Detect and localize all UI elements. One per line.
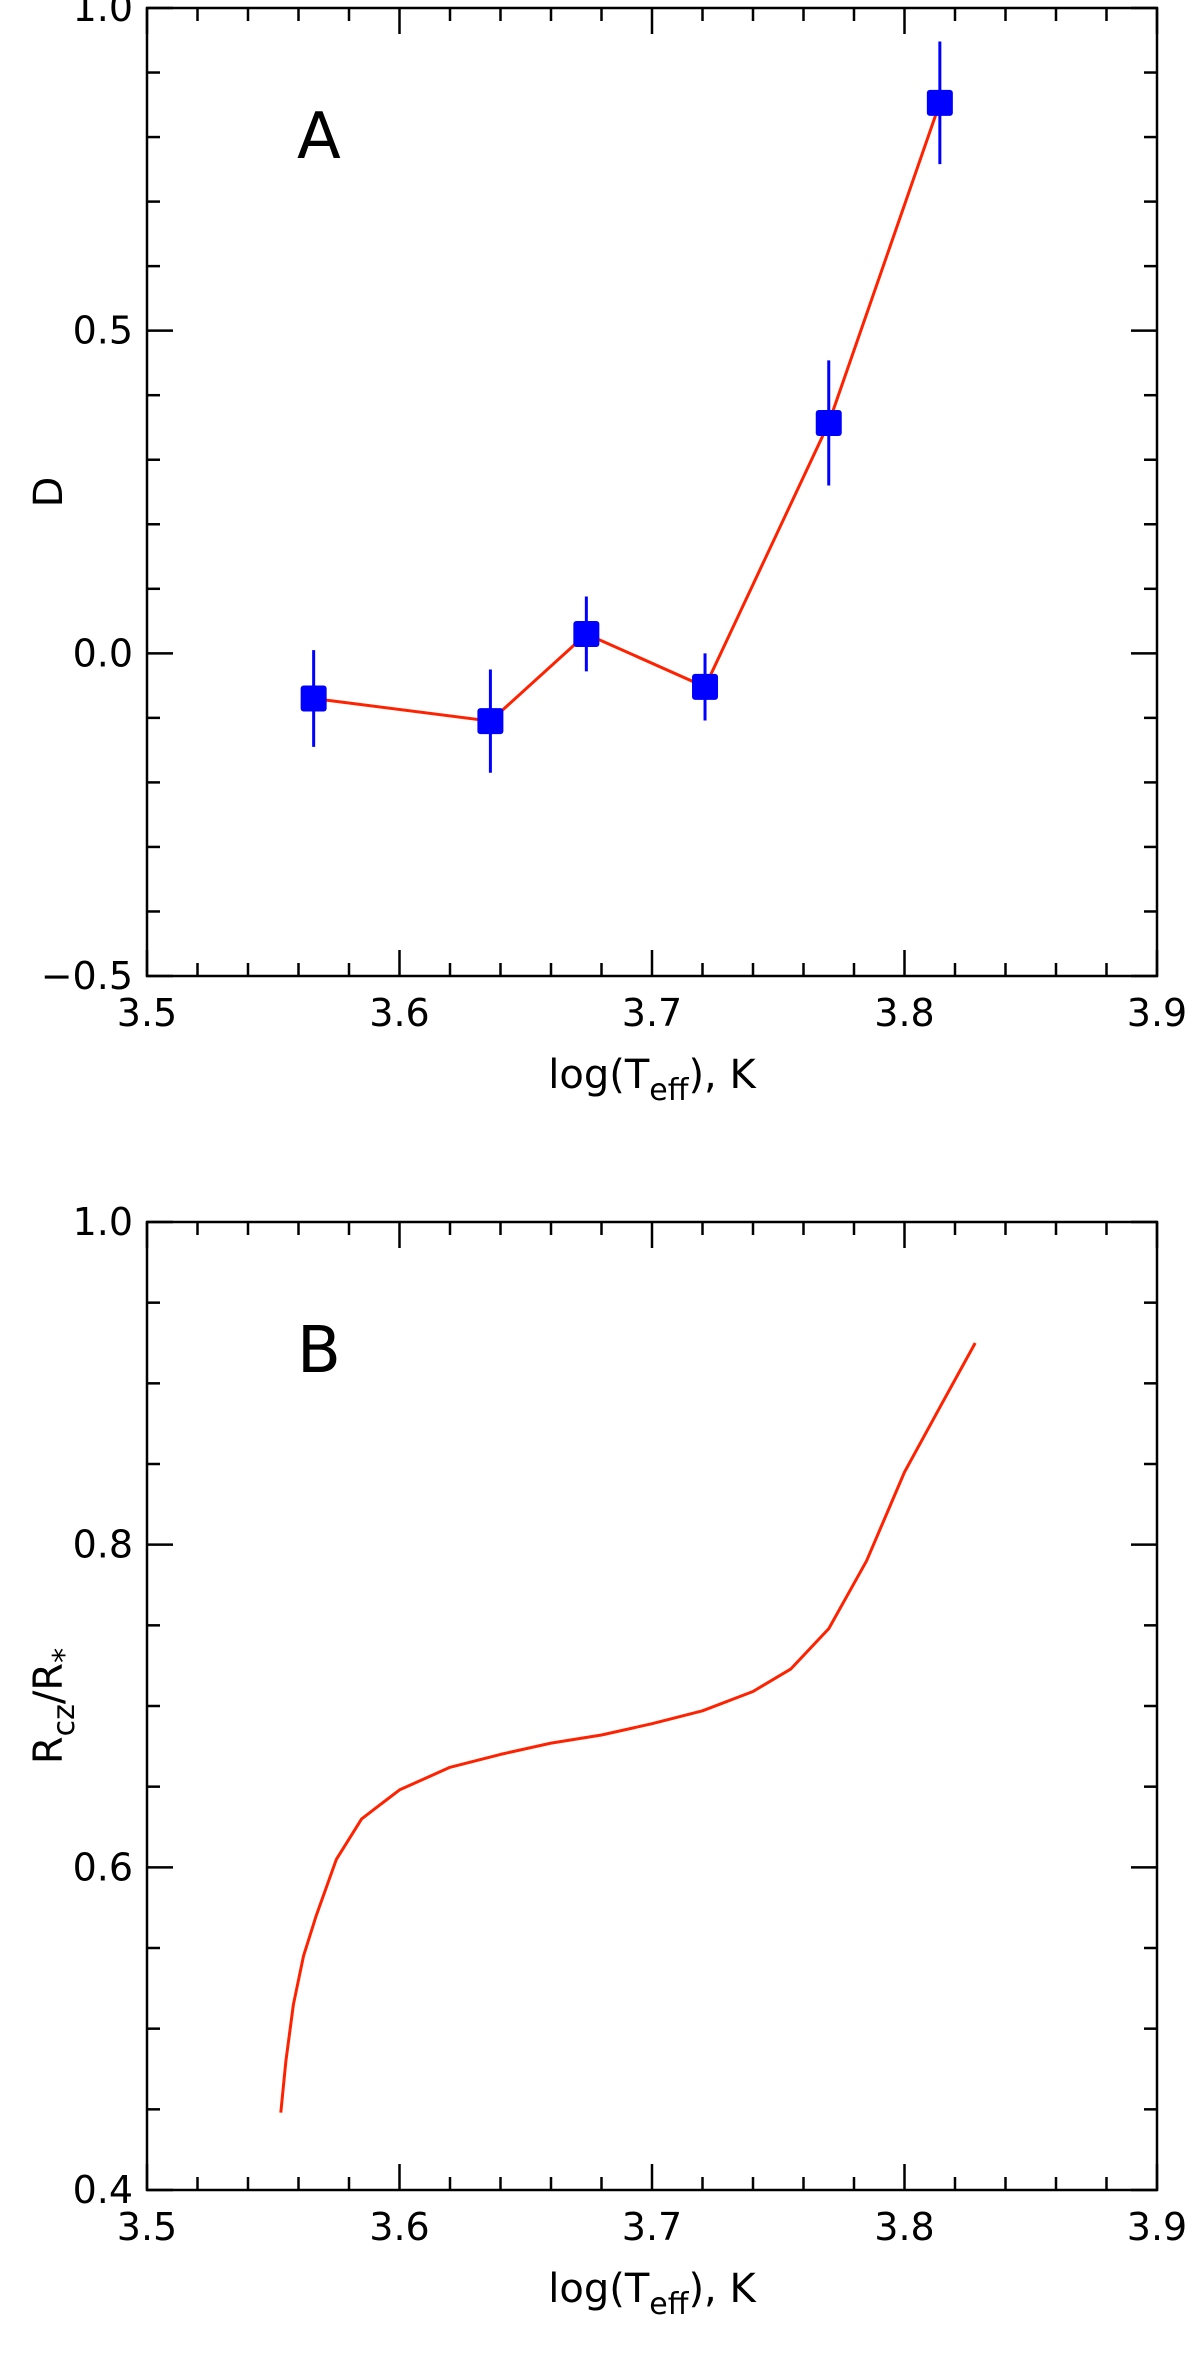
panel-a: 3.5 3.6 3.7 3.8 3.9 −0.5 0.0 0.5 1.0 log(Teff), K… bbox=[26, 0, 1187, 1108]
x-axis-title-sub: eff bbox=[649, 2287, 689, 2322]
data-point-marker bbox=[815, 409, 842, 436]
x-axis-title: log(Teff), K bbox=[548, 2266, 757, 2322]
x-axis-title: log(Teff), K bbox=[548, 1052, 757, 1108]
y-tick-label: −0.5 bbox=[41, 954, 133, 998]
data-point-marker bbox=[573, 620, 600, 647]
data-point-marker bbox=[477, 708, 504, 735]
y-tick-label: 0.5 bbox=[73, 309, 133, 353]
x-tick-label: 3.5 bbox=[117, 991, 177, 1035]
y-tick-label: 0.4 bbox=[73, 2168, 133, 2212]
x-tick-label: 3.8 bbox=[874, 991, 934, 1035]
x-axis-title-main: log(T bbox=[548, 2266, 650, 2312]
x-axis-title-tail: ), K bbox=[688, 2266, 757, 2312]
panel-label: A bbox=[297, 100, 341, 174]
x-tick-label: 3.7 bbox=[622, 991, 682, 1035]
y-axis-title-mid: /R bbox=[26, 1663, 72, 1704]
x-tick-label: 3.7 bbox=[622, 2205, 682, 2249]
x-axis-title-main: log(T bbox=[548, 1052, 650, 1098]
series-line bbox=[313, 102, 942, 723]
panel-label: B bbox=[297, 1314, 341, 1388]
y-tick-label: 0.0 bbox=[73, 631, 133, 675]
x-tick-label: 3.6 bbox=[369, 2205, 429, 2249]
y-axis-title-main: R bbox=[26, 1736, 72, 1764]
y-tick-label: 1.0 bbox=[73, 0, 133, 30]
y-axis-title: D bbox=[26, 477, 72, 508]
x-tick-label: 3.9 bbox=[1127, 2205, 1187, 2249]
y-tick-label: 0.8 bbox=[73, 1523, 133, 1567]
series-line bbox=[279, 1342, 977, 2113]
x-tick-label: 3.8 bbox=[874, 2205, 934, 2249]
y-axis-title: Rcz/R* bbox=[26, 1648, 82, 1764]
y-tick-label: 1.0 bbox=[73, 1200, 133, 1244]
x-tick-label: 3.9 bbox=[1127, 991, 1187, 1035]
data-point-marker bbox=[300, 685, 327, 712]
x-tick-label: 3.6 bbox=[369, 991, 429, 1035]
y-axis-title-sub2: * bbox=[47, 1648, 82, 1663]
data-point-marker bbox=[692, 673, 719, 700]
y-axis-title-sub: cz bbox=[47, 1704, 82, 1736]
data-point-marker bbox=[926, 89, 953, 116]
panel-b: 3.5 3.6 3.7 3.8 3.9 0.4 0.6 0.8 1.0 log(Teff), K R… bbox=[26, 1200, 1187, 2322]
x-tick-label: 3.5 bbox=[117, 2205, 177, 2249]
x-axis-title-sub: eff bbox=[649, 1073, 689, 1108]
x-axis-title-tail: ), K bbox=[688, 1052, 757, 1098]
y-tick-label: 0.6 bbox=[73, 1845, 133, 1889]
